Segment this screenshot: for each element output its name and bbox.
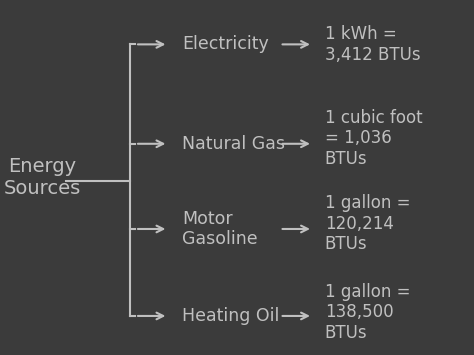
Text: Motor
Gasoline: Motor Gasoline bbox=[182, 209, 258, 248]
Text: 1 gallon =
138,500
BTUs: 1 gallon = 138,500 BTUs bbox=[325, 283, 410, 342]
Text: 1 gallon =
120,214
BTUs: 1 gallon = 120,214 BTUs bbox=[325, 194, 410, 253]
Text: Electricity: Electricity bbox=[182, 36, 269, 53]
Text: 1 cubic foot
= 1,036
BTUs: 1 cubic foot = 1,036 BTUs bbox=[325, 109, 422, 168]
Text: Energy
Sources: Energy Sources bbox=[4, 157, 81, 198]
Text: Natural Gas: Natural Gas bbox=[182, 135, 285, 153]
Text: 1 kWh =
3,412 BTUs: 1 kWh = 3,412 BTUs bbox=[325, 25, 420, 64]
Text: Heating Oil: Heating Oil bbox=[182, 307, 280, 325]
